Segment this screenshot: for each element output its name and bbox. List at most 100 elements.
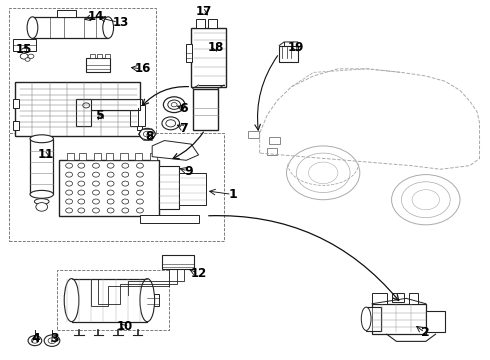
Bar: [196, 19, 205, 28]
Text: 4: 4: [31, 332, 40, 345]
Bar: [186, 44, 192, 62]
Ellipse shape: [30, 190, 53, 198]
Circle shape: [93, 208, 99, 213]
Bar: [106, 153, 113, 160]
Bar: [15, 82, 140, 136]
Circle shape: [122, 163, 129, 168]
Circle shape: [137, 208, 144, 213]
Bar: [279, 45, 298, 62]
Bar: [193, 89, 218, 130]
Bar: [105, 54, 110, 58]
Circle shape: [137, 199, 144, 204]
Circle shape: [107, 181, 114, 186]
Bar: [179, 173, 206, 205]
Circle shape: [287, 146, 360, 200]
Circle shape: [309, 162, 338, 184]
Bar: [72, 279, 147, 321]
Bar: [392, 293, 404, 302]
Bar: [147, 294, 159, 306]
Circle shape: [122, 172, 129, 177]
Text: 5: 5: [97, 109, 105, 122]
Text: 17: 17: [196, 5, 212, 18]
Ellipse shape: [103, 17, 114, 39]
Circle shape: [140, 129, 155, 140]
Ellipse shape: [64, 279, 79, 321]
Circle shape: [122, 181, 129, 186]
Circle shape: [66, 163, 73, 168]
Circle shape: [25, 58, 30, 61]
Bar: [30, 139, 53, 194]
Text: 19: 19: [288, 41, 304, 54]
Bar: [76, 99, 140, 110]
Bar: [32, 17, 108, 39]
Ellipse shape: [140, 279, 155, 321]
Circle shape: [78, 199, 85, 204]
Bar: [59, 160, 159, 216]
Bar: [208, 19, 217, 28]
Circle shape: [137, 172, 144, 177]
Circle shape: [137, 163, 144, 168]
Bar: [86, 58, 110, 72]
Circle shape: [48, 338, 56, 343]
Circle shape: [28, 336, 42, 346]
Text: 7: 7: [179, 122, 188, 135]
Text: 11: 11: [38, 148, 54, 161]
Bar: [9, 8, 156, 158]
Circle shape: [171, 103, 177, 107]
Circle shape: [31, 338, 38, 343]
Circle shape: [166, 120, 175, 127]
Circle shape: [107, 208, 114, 213]
Bar: [137, 121, 143, 130]
Circle shape: [401, 182, 450, 218]
Bar: [76, 99, 91, 126]
Circle shape: [168, 100, 180, 109]
Circle shape: [122, 190, 129, 195]
Circle shape: [28, 54, 34, 58]
Bar: [191, 28, 226, 87]
Circle shape: [137, 181, 144, 186]
Text: 8: 8: [146, 130, 154, 144]
Bar: [94, 153, 101, 160]
Circle shape: [93, 190, 99, 195]
PathPatch shape: [152, 140, 198, 160]
Text: 15: 15: [16, 42, 32, 55]
Circle shape: [122, 199, 129, 204]
Circle shape: [66, 208, 73, 213]
Circle shape: [78, 181, 85, 186]
Bar: [90, 54, 95, 58]
Text: 1: 1: [228, 188, 237, 201]
Circle shape: [66, 199, 73, 204]
Bar: [98, 54, 102, 58]
Bar: [372, 304, 426, 334]
Bar: [267, 148, 277, 155]
Bar: [79, 153, 86, 160]
Circle shape: [137, 190, 144, 195]
Text: 16: 16: [134, 62, 150, 75]
Text: 13: 13: [112, 16, 128, 29]
Circle shape: [66, 181, 73, 186]
Text: 14: 14: [88, 10, 104, 23]
Bar: [366, 307, 381, 330]
Bar: [162, 255, 194, 269]
Bar: [9, 134, 224, 241]
Text: 12: 12: [191, 267, 207, 280]
Circle shape: [107, 190, 114, 195]
Ellipse shape: [30, 135, 53, 143]
Text: 9: 9: [185, 165, 193, 177]
Bar: [13, 121, 19, 130]
Circle shape: [412, 190, 440, 210]
Bar: [270, 137, 280, 144]
Text: 18: 18: [207, 41, 224, 54]
Text: 3: 3: [50, 332, 59, 345]
Bar: [13, 40, 36, 51]
Circle shape: [392, 175, 460, 225]
Circle shape: [83, 103, 90, 108]
Circle shape: [20, 53, 28, 59]
Circle shape: [66, 190, 73, 195]
Circle shape: [66, 172, 73, 177]
Text: 2: 2: [421, 326, 430, 339]
Bar: [248, 131, 259, 138]
Circle shape: [162, 117, 179, 130]
Bar: [426, 311, 445, 332]
Circle shape: [44, 335, 60, 346]
